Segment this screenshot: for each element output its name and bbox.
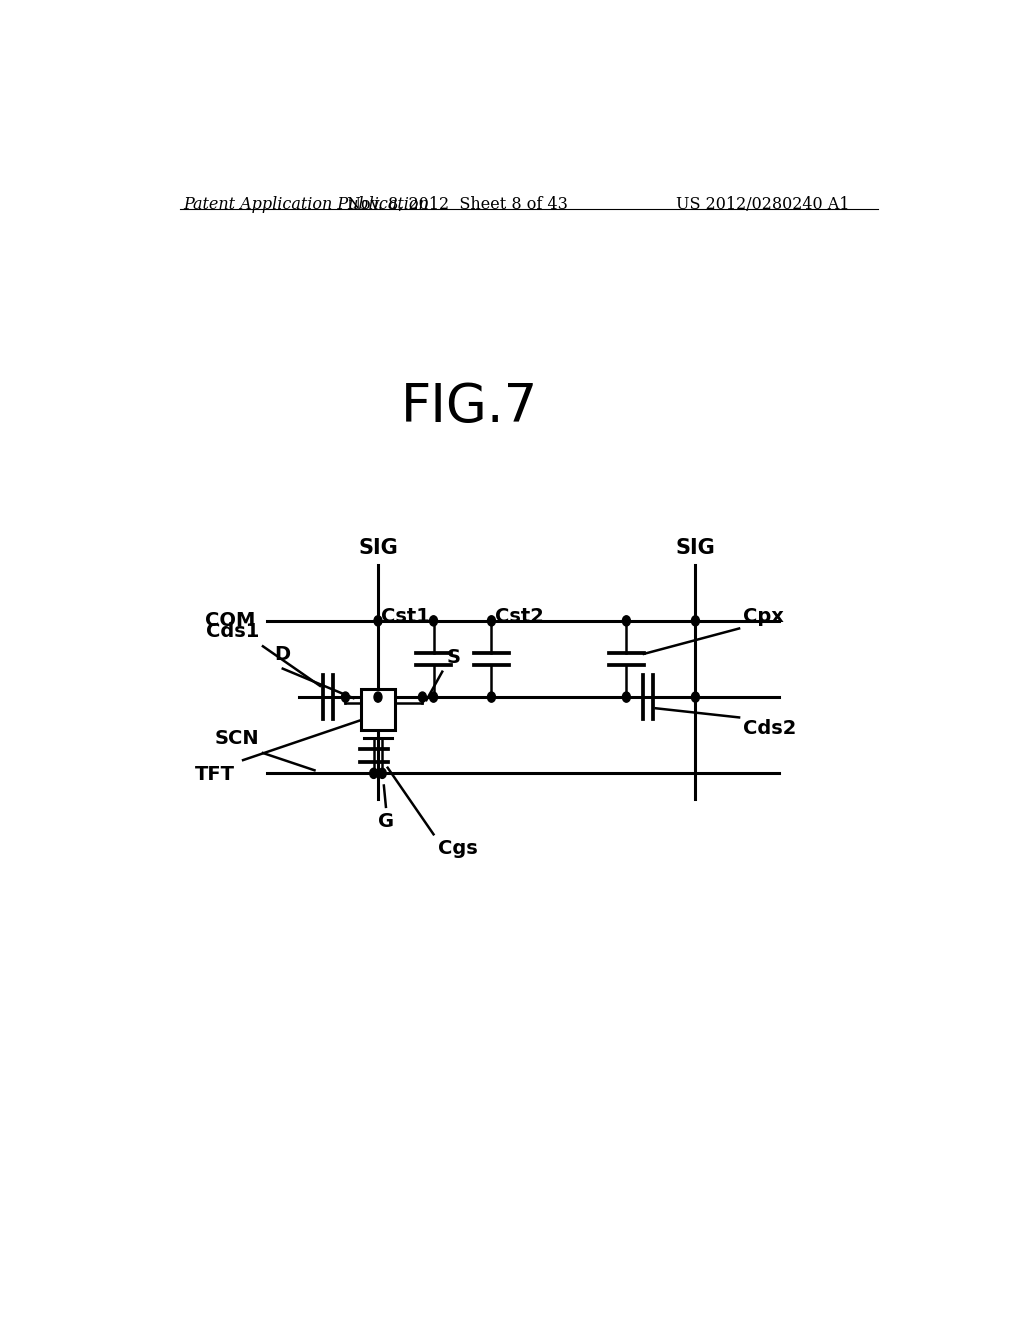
Text: S: S [446,648,460,667]
Text: Patent Application Publication: Patent Application Publication [183,195,429,213]
Text: COM: COM [205,611,255,631]
Circle shape [341,692,349,702]
Circle shape [378,768,386,779]
Circle shape [487,692,496,702]
Text: SIG: SIG [358,537,398,558]
FancyBboxPatch shape [361,689,394,730]
Text: Cgs: Cgs [437,840,477,858]
Circle shape [430,615,437,626]
Text: Cst2: Cst2 [496,607,545,627]
Text: TFT: TFT [196,766,236,784]
Text: Cds1: Cds1 [206,622,259,642]
Circle shape [487,615,496,626]
Text: SCN: SCN [214,729,259,748]
Text: FIG.7: FIG.7 [400,381,538,433]
Circle shape [419,692,426,702]
Circle shape [691,692,699,702]
Text: US 2012/0280240 A1: US 2012/0280240 A1 [676,195,850,213]
Text: Nov. 8, 2012  Sheet 8 of 43: Nov. 8, 2012 Sheet 8 of 43 [347,195,567,213]
Text: Cpx: Cpx [743,607,784,627]
Text: D: D [274,644,291,664]
Circle shape [623,615,631,626]
Circle shape [370,768,378,779]
Circle shape [374,692,382,702]
Text: Cds2: Cds2 [743,719,797,738]
Circle shape [623,692,631,702]
Circle shape [374,615,382,626]
Text: SIG: SIG [676,537,716,558]
Circle shape [691,615,699,626]
Circle shape [430,692,437,702]
Text: G: G [378,812,394,832]
Text: Cst1: Cst1 [381,607,430,627]
